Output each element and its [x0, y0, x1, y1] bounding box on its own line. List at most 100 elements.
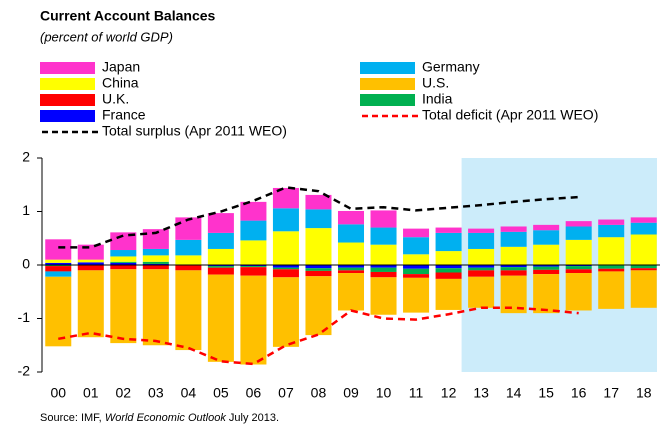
bar-segment [630, 270, 657, 308]
bar-segment [45, 276, 72, 347]
bar-segment [435, 268, 462, 273]
bar-segment [337, 224, 365, 243]
legend-swatch [40, 62, 95, 74]
bar-segment [630, 217, 657, 223]
y-tick-label: 1 [22, 202, 30, 218]
x-tick-label: 07 [278, 385, 294, 401]
bar-segment [142, 265, 169, 270]
bar-segment [468, 232, 495, 249]
bar-segment [337, 210, 365, 225]
bar-segment [207, 213, 234, 233]
bar-segment [272, 267, 299, 270]
legend-swatch [40, 94, 95, 106]
bar-segment [468, 267, 495, 271]
bar-segment [403, 228, 430, 238]
x-tick-label: 02 [116, 385, 132, 401]
bar-segment [598, 219, 625, 225]
bar-segment [533, 244, 560, 265]
bar-segment [370, 277, 397, 315]
bar-segment [175, 270, 202, 351]
bar-segment [337, 267, 365, 271]
bar-segment [207, 274, 234, 362]
bar-segment [110, 250, 137, 257]
bar-segment [207, 232, 234, 249]
x-tick-label: 14 [506, 385, 522, 401]
bar-segment [142, 261, 169, 264]
bar-segment [533, 274, 560, 314]
bar-segment [142, 229, 169, 249]
bar-segment [337, 242, 365, 265]
bar-segment [240, 266, 267, 268]
bar-segment [142, 263, 169, 265]
total-line [58, 306, 579, 366]
bar-segment [240, 220, 267, 241]
bar-segment [435, 227, 462, 233]
bar-segment [533, 224, 560, 231]
x-tick-label: 08 [311, 385, 327, 401]
y-tick-label: -2 [18, 363, 31, 379]
bar-segment [337, 273, 365, 311]
x-tick-label: 13 [473, 385, 489, 401]
bar-segment [598, 265, 625, 269]
y-tick-label: -1 [18, 309, 31, 325]
bar-segment [630, 268, 657, 271]
bar-segment [403, 265, 430, 269]
bar-segment [630, 265, 657, 269]
bar-segment [45, 239, 72, 260]
bar-segment [370, 210, 397, 228]
legend-label: India [422, 91, 453, 107]
bar-segment [533, 230, 560, 245]
bar-segment [110, 261, 137, 263]
bar-segment [240, 267, 267, 276]
bar-segment [630, 222, 657, 235]
bar-segment [468, 265, 495, 268]
x-tick-label: 06 [246, 385, 262, 401]
bar-segment [565, 265, 592, 267]
bar-segment [565, 221, 592, 227]
bar-segment [337, 270, 365, 274]
bar-segment [435, 278, 462, 310]
bar-segment [403, 277, 430, 313]
legend-swatch [40, 110, 95, 122]
bar-segment [142, 269, 169, 346]
x-tick-label: 09 [343, 385, 359, 401]
bar-segment [77, 244, 104, 260]
bar-segment [305, 194, 332, 210]
total-line [58, 186, 579, 249]
chart-title: Current Account Balances [40, 8, 216, 24]
x-tick-label: 00 [50, 385, 66, 401]
bar-segment [77, 270, 104, 338]
legend-label: U.K. [102, 91, 129, 107]
bar-segment [175, 265, 202, 271]
legend-label: Germany [422, 59, 480, 75]
bar-segment [240, 275, 267, 365]
bar-segment [598, 271, 625, 309]
y-tick-label: 2 [22, 149, 30, 165]
bar-segment [305, 265, 332, 269]
bar-segment [240, 265, 267, 267]
bar-segment [533, 266, 560, 270]
bar-segment [45, 265, 72, 267]
bar-segment [468, 248, 495, 265]
bar-segment [370, 227, 397, 245]
bar-segment [272, 265, 299, 268]
x-tick-label: 17 [603, 385, 619, 401]
bar-segment [240, 201, 267, 221]
bar-segment [435, 251, 462, 265]
bar-segment [468, 276, 495, 308]
legend-swatch [40, 78, 95, 90]
legend-label: China [102, 75, 139, 91]
bar-segment [77, 259, 104, 263]
bar-segment [370, 244, 397, 265]
bar-segment [598, 237, 625, 265]
bar-segment [110, 262, 137, 265]
bar-segment [305, 270, 332, 277]
bar-segment [175, 217, 202, 240]
legend-label: France [102, 107, 146, 123]
bar-segment [500, 267, 527, 271]
bar-segment [565, 226, 592, 240]
x-tick-label: 11 [409, 385, 424, 401]
bar-segment [305, 268, 332, 271]
bar-segment [272, 269, 299, 278]
